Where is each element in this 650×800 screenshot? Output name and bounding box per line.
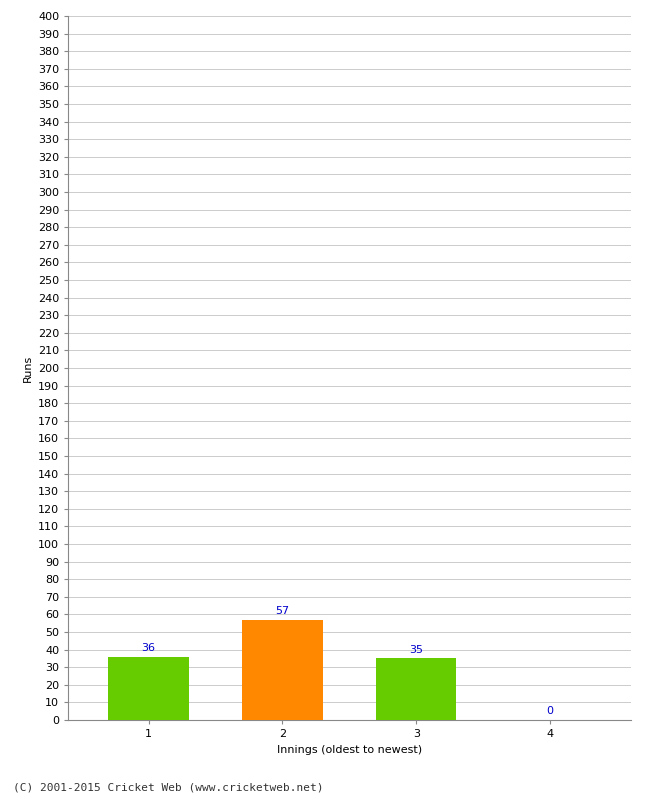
X-axis label: Innings (oldest to newest): Innings (oldest to newest) [277,745,422,754]
Text: 57: 57 [276,606,289,616]
Text: 35: 35 [410,645,423,655]
Bar [242,620,322,720]
Bar [109,657,188,720]
Bar [376,658,456,720]
Y-axis label: Runs: Runs [22,354,32,382]
Text: 36: 36 [142,643,155,653]
Text: (C) 2001-2015 Cricket Web (www.cricketweb.net): (C) 2001-2015 Cricket Web (www.cricketwe… [13,782,324,792]
Text: 0: 0 [547,706,554,717]
